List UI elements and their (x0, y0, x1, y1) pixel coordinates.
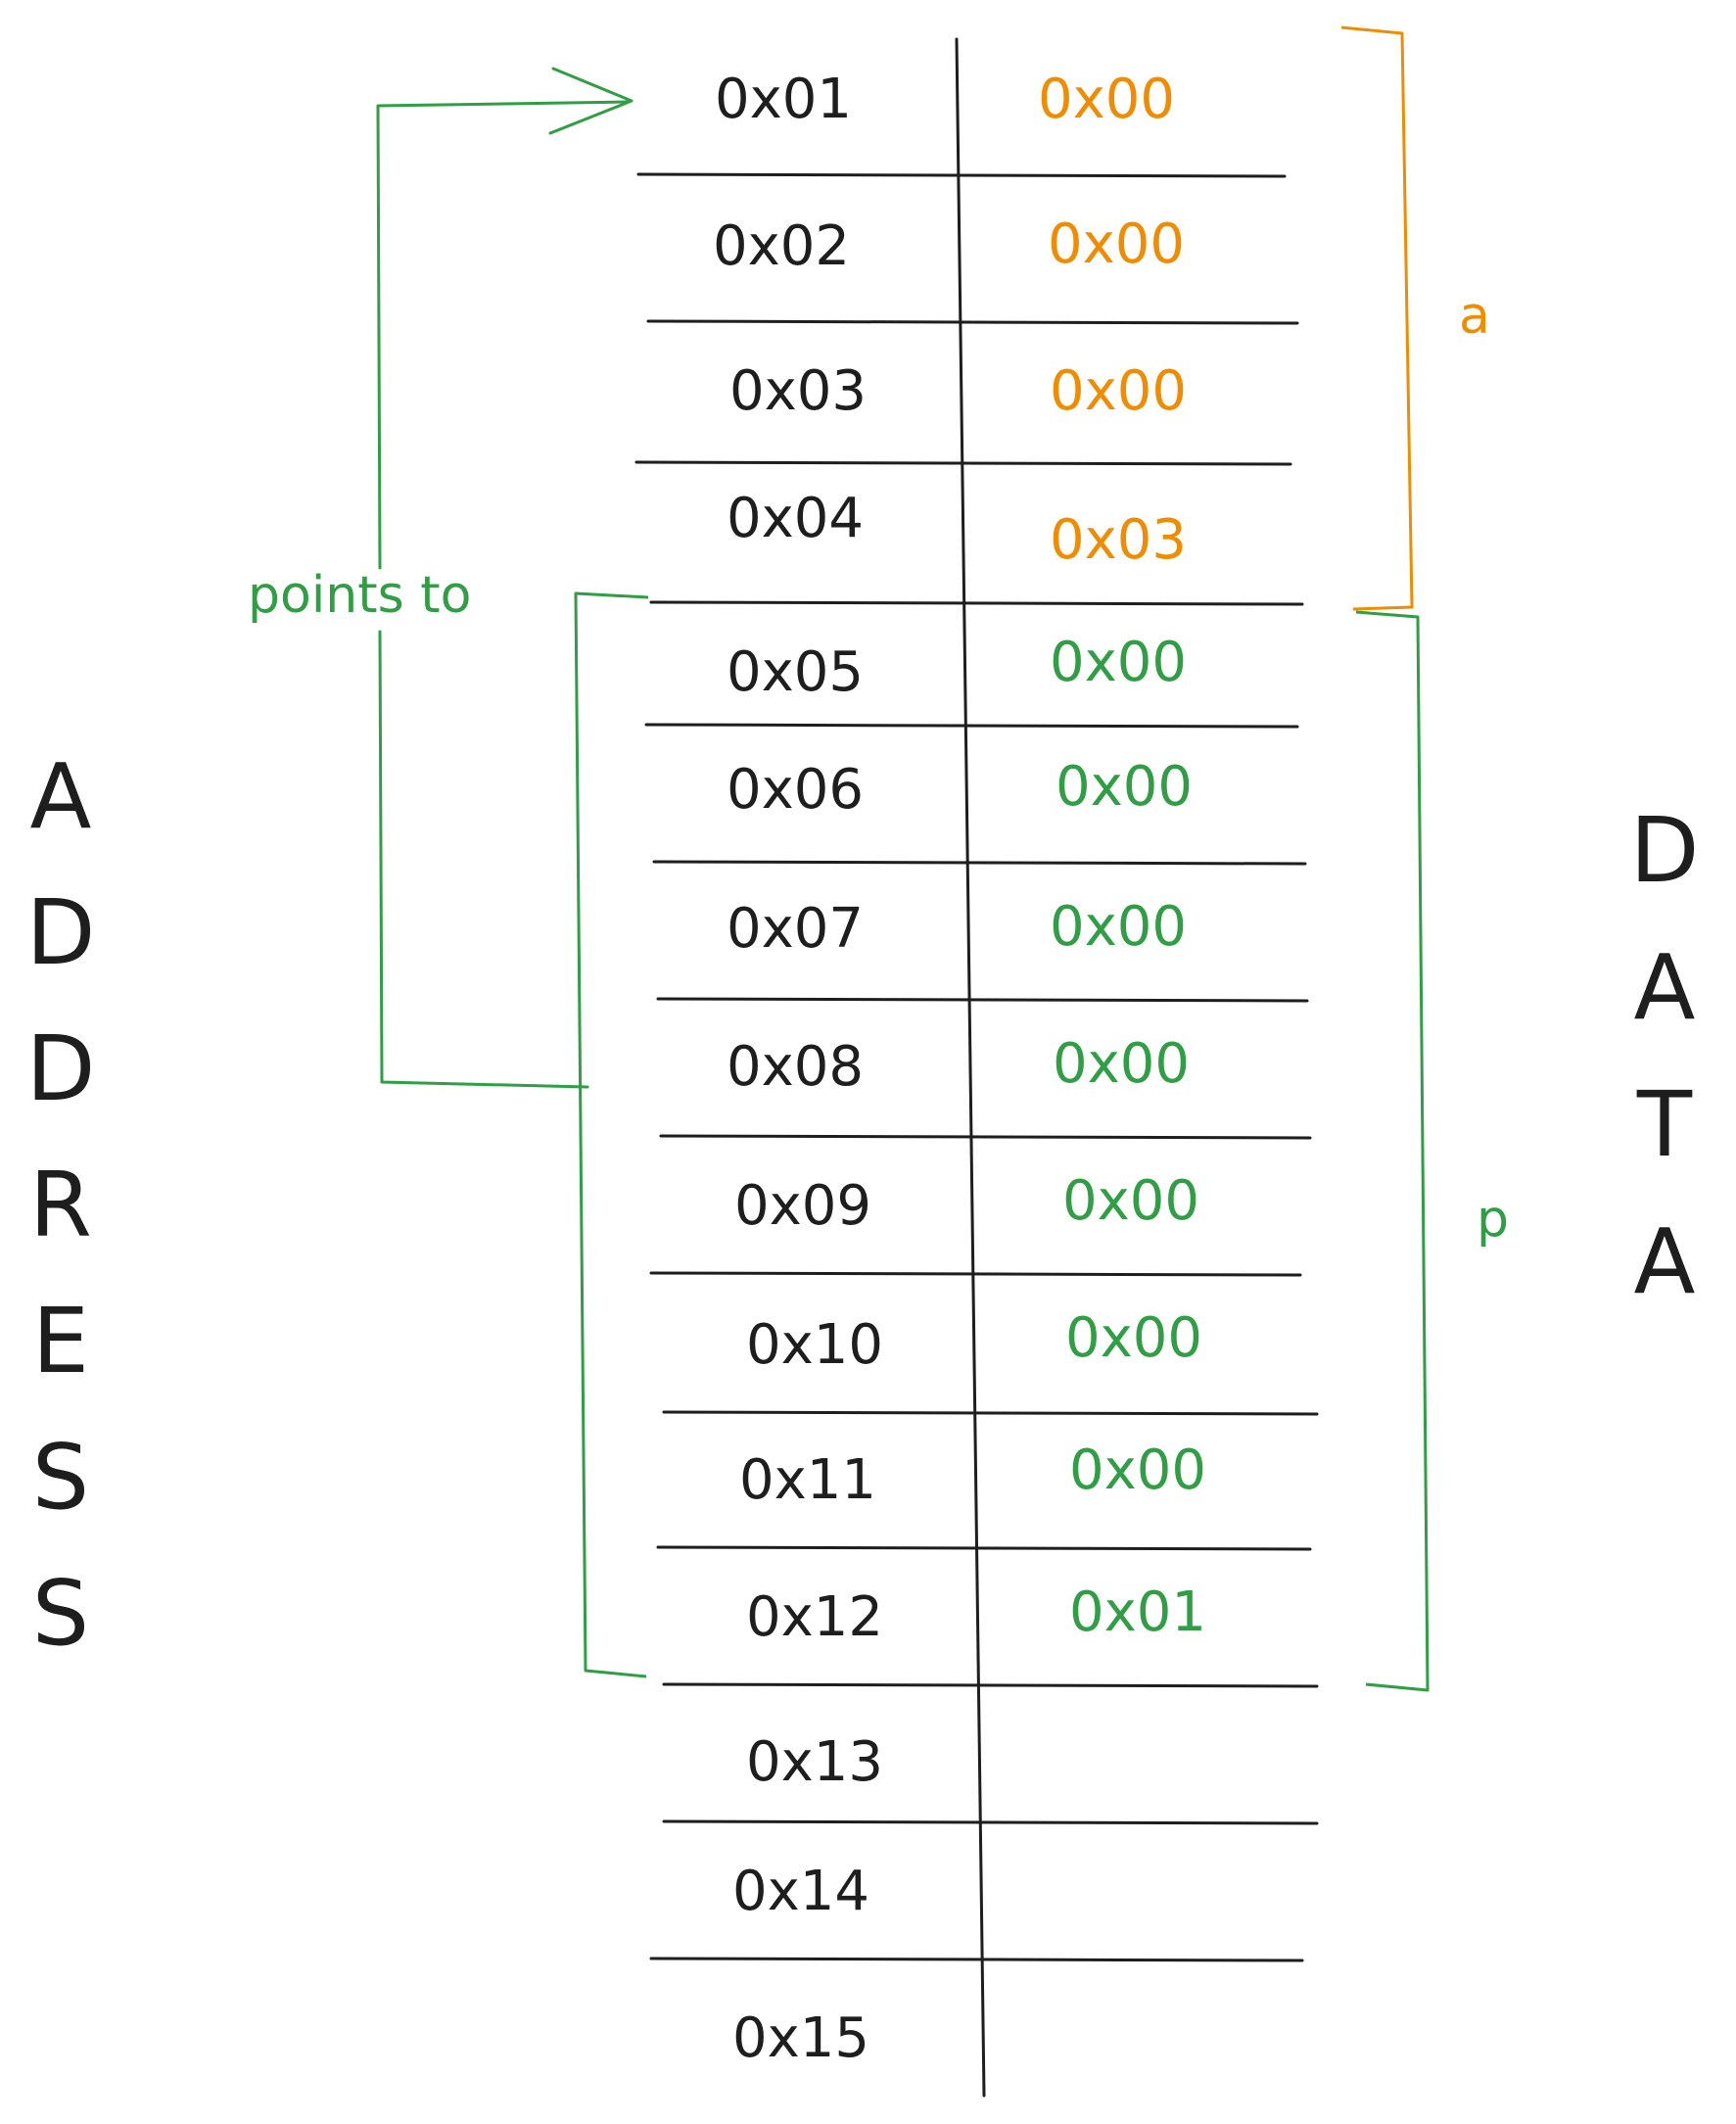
address-cell: 0x12 (746, 1585, 883, 1649)
row-divider (652, 860, 1307, 866)
row-divider (649, 1271, 1302, 1277)
data-cell: 0x00 (1069, 1439, 1206, 1502)
address-axis-letter: E (32, 1289, 89, 1393)
data-cell: 0x00 (1056, 755, 1193, 819)
row-divider (649, 600, 1304, 606)
address-cell: 0x07 (727, 897, 864, 961)
row-divider (656, 997, 1309, 1003)
row-divider (656, 1545, 1312, 1551)
address-cell: 0x10 (746, 1313, 883, 1377)
pointer-arrow-line (376, 100, 629, 1089)
row-divider (659, 1134, 1312, 1140)
row-divider (662, 1682, 1319, 1688)
address-cell: 0x06 (727, 758, 864, 822)
data-cell: 0x00 (1062, 1169, 1199, 1233)
address-axis-letter: A (30, 744, 92, 849)
data-cell: 0x00 (1065, 1306, 1202, 1370)
address-cell: 0x14 (732, 1860, 869, 1923)
data-axis-letter: T (1636, 1072, 1693, 1177)
address-cell: 0x11 (739, 1448, 876, 1512)
pointer-source-bracket (574, 591, 649, 1678)
address-cell: 0x13 (746, 1730, 883, 1794)
row-divider (649, 1957, 1304, 1962)
group-a-label: a (1459, 287, 1490, 346)
row-divider (636, 172, 1287, 178)
address-cell: 0x03 (729, 359, 867, 423)
data-axis-letter: A (1634, 935, 1696, 1040)
row-divider (646, 319, 1299, 325)
address-axis-letter: D (26, 1016, 96, 1121)
group-a-bracket (1340, 25, 1414, 611)
data-cell: 0x01 (1069, 1581, 1206, 1644)
row-divider (634, 460, 1292, 466)
data-axis-letter: A (1634, 1209, 1696, 1314)
address-cell: 0x05 (727, 640, 864, 704)
address-axis-letter: S (32, 1425, 89, 1530)
group-p-bracket (1355, 610, 1430, 1692)
data-cell: 0x00 (1048, 212, 1185, 276)
data-cell: 0x00 (1038, 68, 1175, 131)
address-cell: 0x09 (734, 1174, 871, 1238)
address-cell: 0x01 (715, 68, 852, 131)
address-cell: 0x04 (727, 487, 864, 550)
data-cell: 0x00 (1050, 359, 1187, 423)
row-divider (662, 1819, 1319, 1825)
address-cell: 0x08 (727, 1035, 864, 1099)
data-cell: 0x03 (1050, 508, 1187, 572)
data-cell: 0x00 (1050, 895, 1187, 959)
address-cell: 0x15 (732, 2006, 869, 2070)
pointer-label: points to (248, 566, 471, 625)
address-axis-letter: D (26, 880, 96, 985)
group-p-label: p (1477, 1190, 1509, 1249)
data-cell: 0x00 (1050, 631, 1187, 694)
data-cell: 0x00 (1053, 1032, 1190, 1096)
row-divider (644, 723, 1299, 729)
data-axis-letter: D (1630, 798, 1700, 903)
pointer-arrow-head (548, 67, 633, 135)
row-divider (662, 1410, 1319, 1416)
column-divider (955, 37, 986, 2098)
address-axis-letter: R (29, 1153, 92, 1257)
address-axis-letter: S (32, 1561, 89, 1666)
address-cell: 0x02 (713, 214, 850, 278)
